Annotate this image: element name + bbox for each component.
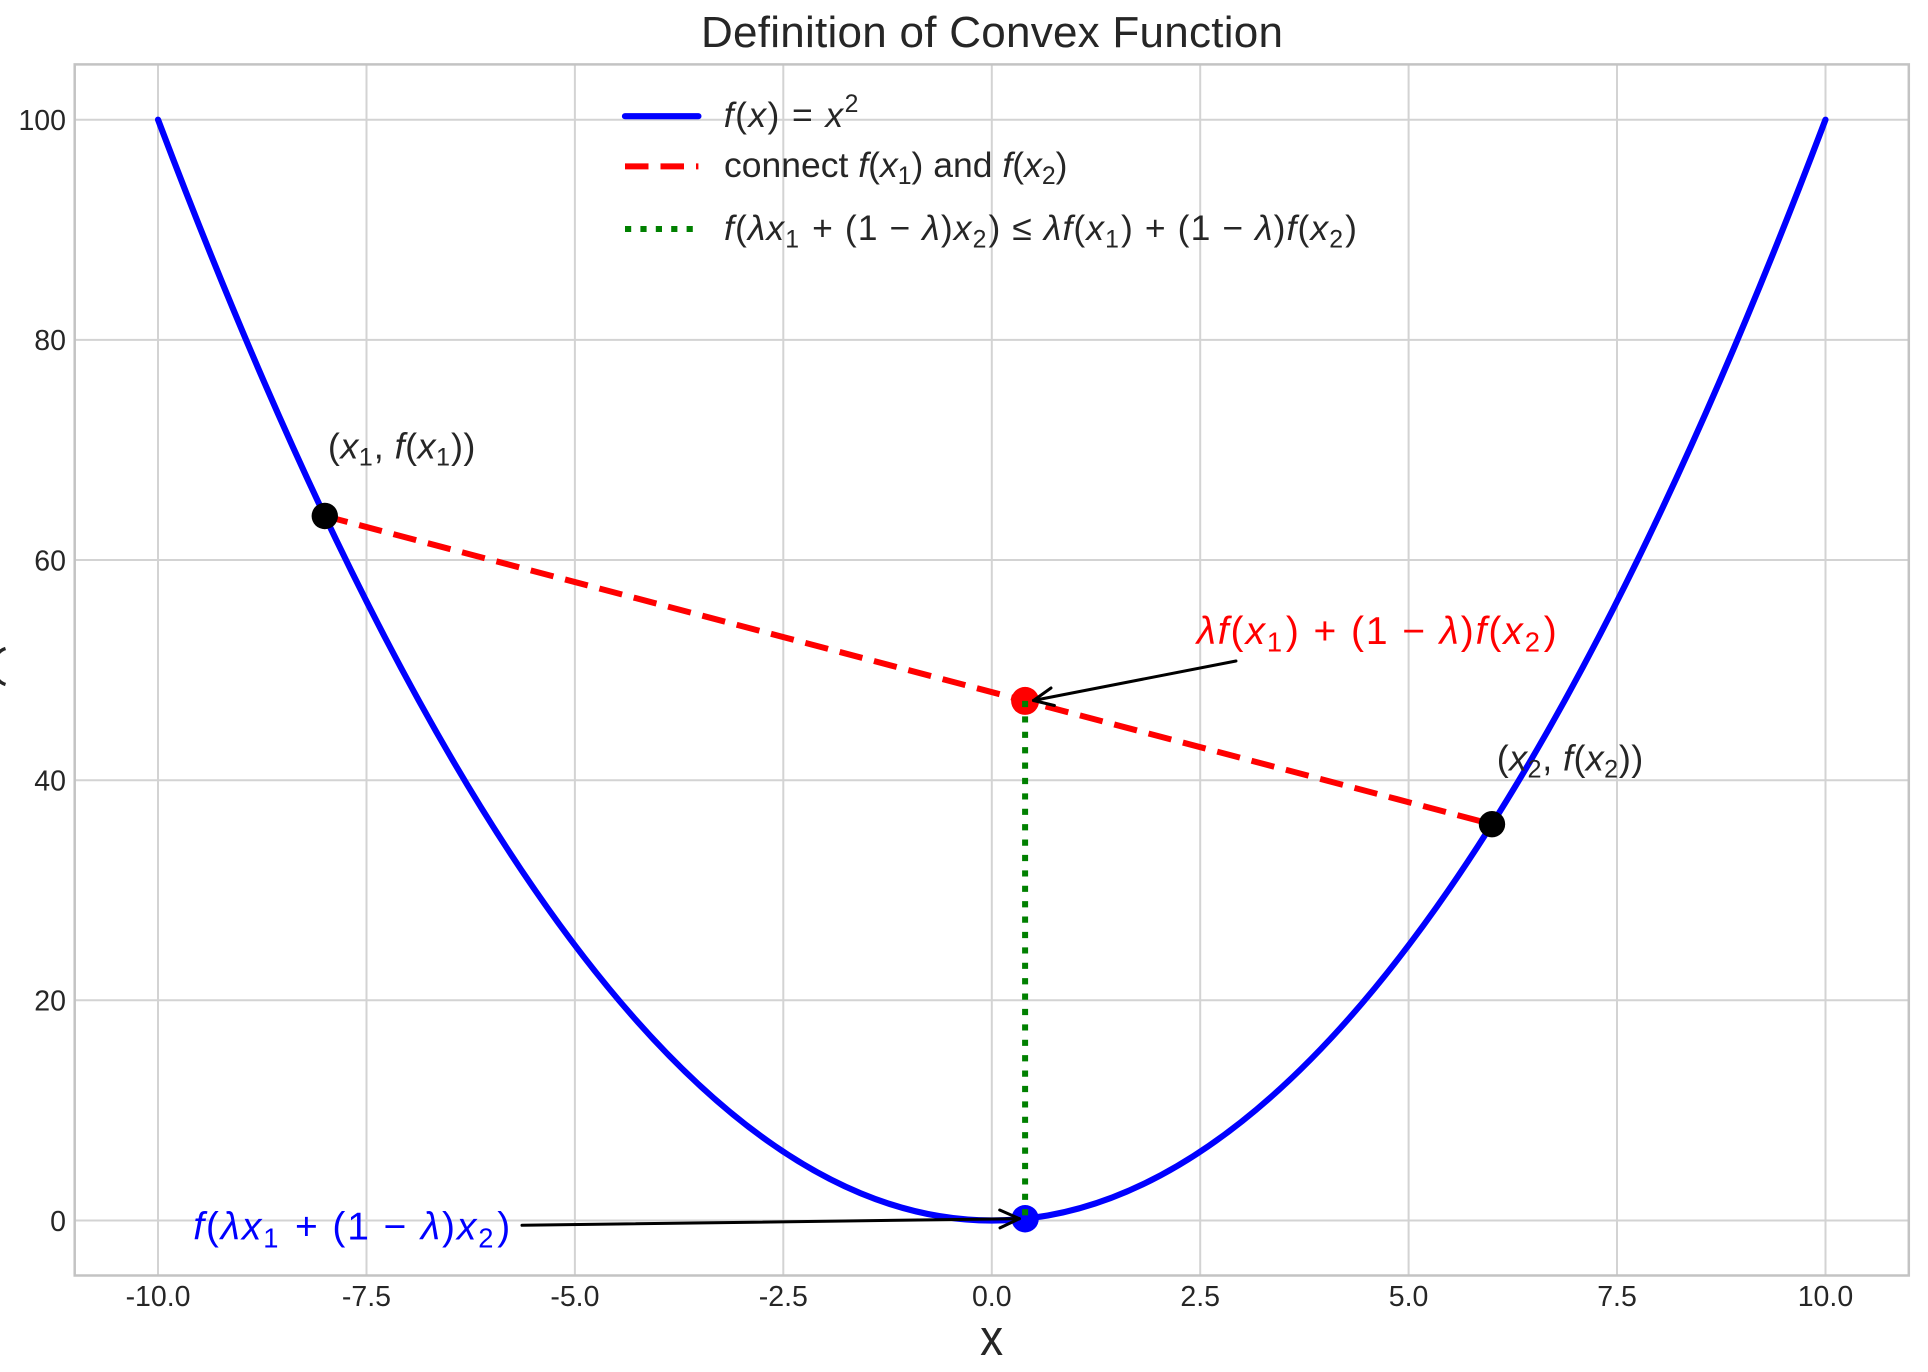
svg-text:5.0: 5.0: [1389, 1281, 1429, 1313]
svg-text:60: 60: [34, 545, 66, 577]
svg-text:20: 20: [34, 986, 66, 1018]
svg-text:f(λx1​ + (1 − λ)x2​) ≤ λf(x1​): f(λx1​ + (1 − λ)x2​) ≤ λf(x1​) + (1 − λ)…: [724, 208, 1357, 253]
svg-text:0: 0: [50, 1206, 66, 1238]
svg-text:x: x: [980, 1309, 1003, 1366]
svg-text:f(x) = x2​: f(x) = x2​: [724, 91, 859, 135]
svg-text:-7.5: -7.5: [342, 1281, 391, 1313]
svg-text:7.5: 7.5: [1597, 1281, 1637, 1313]
svg-text:2.5: 2.5: [1180, 1281, 1220, 1313]
svg-text:100: 100: [18, 105, 66, 137]
svg-text:-5.0: -5.0: [550, 1281, 599, 1313]
svg-text:λf(x1​) + (1 − λ)f(x2​): λf(x1​) + (1 − λ)f(x2​): [1195, 610, 1557, 658]
svg-text:Definition of Convex Function: Definition of Convex Function: [701, 8, 1283, 57]
svg-text:0.0: 0.0: [972, 1281, 1012, 1313]
svg-text:40: 40: [34, 765, 66, 797]
svg-text:(x2​, f(x2​)): (x2​, f(x2​)): [1497, 737, 1644, 783]
svg-text:connect f(x1​) and f(x2​): connect f(x1​) and f(x2​): [724, 145, 1068, 190]
svg-text:-2.5: -2.5: [759, 1281, 808, 1313]
svg-text:80: 80: [34, 325, 66, 357]
svg-text:(x1​, f(x1​)): (x1​, f(x1​)): [328, 426, 476, 472]
svg-text:10.0: 10.0: [1798, 1281, 1853, 1313]
svg-text:-10.0: -10.0: [126, 1281, 191, 1313]
